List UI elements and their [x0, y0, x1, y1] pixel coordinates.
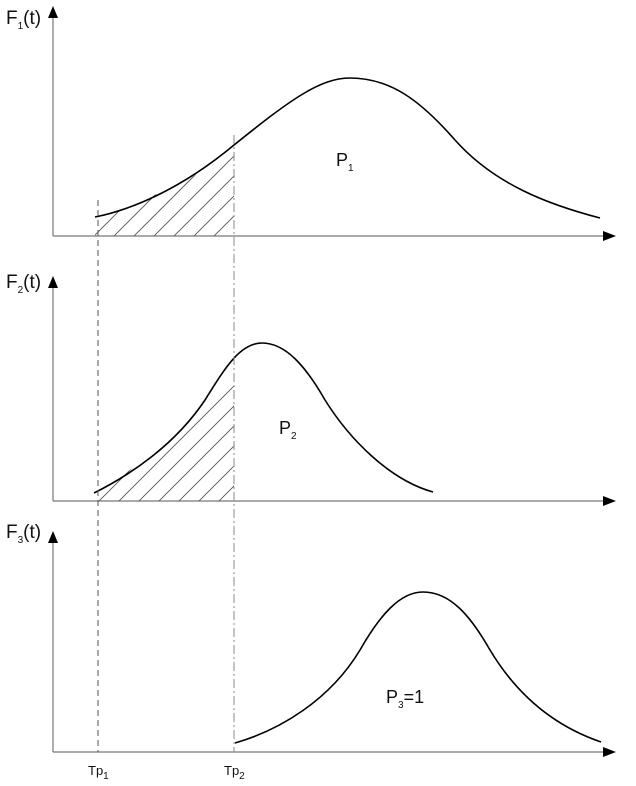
area-label-3: P3=1 [386, 687, 424, 711]
hatch-area-1 [95, 149, 234, 236]
markers: Tp1 Tp2 [88, 135, 245, 782]
marker-label-tp2: Tp2 [224, 763, 245, 782]
area-label-2: P2 [279, 418, 297, 442]
panel-2: F2(t) P2 [6, 272, 616, 506]
axis-label-3: F3(t) [6, 522, 41, 546]
density-curve-1 [94, 77, 601, 219]
x-axis-arrow-2 [603, 496, 616, 506]
y-axis-arrow-3 [48, 531, 58, 543]
hatch-area-2 [94, 383, 234, 501]
axis-label-2: F2(t) [6, 272, 41, 296]
y-axis-arrow-1 [48, 6, 58, 18]
marker-label-tp1: Tp1 [88, 763, 109, 782]
axis-label-1: F1(t) [6, 8, 41, 32]
density-curve-2 [93, 342, 434, 494]
y-axis-arrow-2 [48, 276, 58, 288]
x-axis-arrow-3 [603, 747, 616, 757]
x-axis-arrow-1 [603, 231, 616, 241]
area-label-1: P1 [336, 150, 354, 174]
density-curve-3 [234, 591, 602, 744]
panel-3: F3(t) P3=1 [6, 522, 616, 757]
